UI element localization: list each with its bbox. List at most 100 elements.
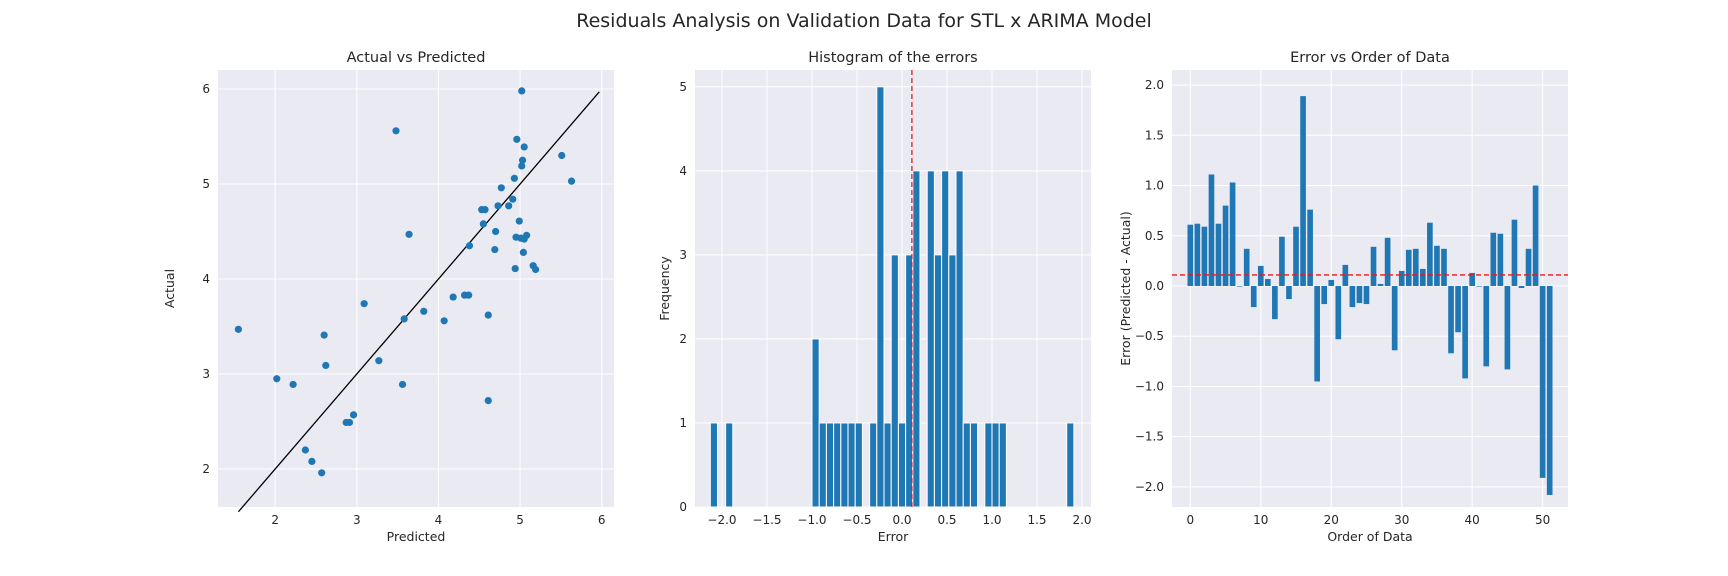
histogram-bar <box>869 422 878 508</box>
error-bar <box>1518 285 1525 288</box>
tick-labels: −2.0 −1.5 −1.0 −0.5 0.0 0.5 1.0 1.5 2.0 0 1 2 3 4 5 <box>679 80 1091 527</box>
y-tick-label: −0.5 <box>1135 329 1164 343</box>
histogram-bar <box>998 422 1007 508</box>
x-tick-label: 20 <box>1324 513 1339 527</box>
y-tick-label: 2 <box>202 462 210 476</box>
scatter-point <box>375 357 383 365</box>
y-tick-label: 4 <box>202 272 210 286</box>
error-bar <box>1539 285 1546 478</box>
scatter-point <box>400 315 408 323</box>
error-bar <box>1427 222 1433 286</box>
histogram-bar <box>725 422 734 508</box>
error-bar <box>1469 272 1475 286</box>
error-bar <box>1286 285 1292 300</box>
y-tick-label: 5 <box>679 80 687 94</box>
error-bar <box>1504 285 1511 370</box>
tick-labels: 0 10 20 30 40 50 −2.0 −1.5 −1.0 −0.5 0.0 0.5 1.0 1.5 2… <box>1135 78 1550 527</box>
x-tick-label: 50 <box>1535 513 1550 527</box>
error-bar <box>1257 265 1264 286</box>
x-axis-label: Predicted <box>387 529 446 544</box>
scatter-point <box>289 380 297 389</box>
error-bar <box>1398 270 1405 286</box>
scatter-point <box>513 135 521 143</box>
scatter-point <box>510 174 518 182</box>
histogram-bars <box>709 70 1075 508</box>
scatter-point <box>398 380 407 389</box>
y-axis-label: Frequency <box>657 256 672 321</box>
figure-suptitle: Residuals Analysis on Validation Data fo… <box>576 10 1152 32</box>
error-bar <box>1363 285 1370 305</box>
scatter-point <box>349 411 358 419</box>
histogram-bar <box>969 422 979 508</box>
scatter-point <box>520 143 528 151</box>
error-bar <box>1335 285 1342 340</box>
error-bar <box>1476 285 1483 287</box>
scatter-points <box>234 87 600 513</box>
x-tick-label: 40 <box>1465 513 1480 527</box>
error-bar <box>1391 285 1398 351</box>
y-tick-label: 3 <box>202 367 210 381</box>
error-bar <box>1194 223 1201 286</box>
histogram-bar <box>955 170 964 508</box>
error-bar <box>1441 248 1447 286</box>
x-tick-label: 6 <box>598 513 606 527</box>
error-bar <box>1384 237 1391 286</box>
x-tick-label: 2 <box>271 513 279 527</box>
panel-title: Actual vs Predicted <box>347 50 486 66</box>
scatter-point <box>523 231 531 239</box>
histogram-bar <box>883 422 892 508</box>
scatter-point <box>558 151 566 160</box>
y-tick-label: 6 <box>202 82 210 96</box>
scatter-point <box>440 317 448 325</box>
y-axis-label: Actual <box>162 269 177 308</box>
scatter-point <box>322 361 330 370</box>
y-tick-label: 0.0 <box>1145 279 1164 293</box>
y-tick-label: 5 <box>202 177 210 191</box>
x-tick-label: 2.0 <box>1072 513 1091 527</box>
histogram-bar <box>833 422 842 508</box>
x-tick-label: 30 <box>1394 513 1409 527</box>
scatter-point <box>318 469 326 477</box>
error-bar <box>1370 246 1377 286</box>
error-bar <box>1546 285 1553 495</box>
scatter-point <box>567 177 576 185</box>
x-tick-label: 1.5 <box>1027 513 1046 527</box>
error-bar <box>1229 182 1236 286</box>
histogram-bar <box>818 422 827 508</box>
scatter-point <box>465 291 473 299</box>
x-tick-label: −2.0 <box>707 513 736 527</box>
y-tick-label: 1 <box>679 416 687 430</box>
scatter-point <box>405 230 413 238</box>
histogram-bar <box>933 254 943 508</box>
y-tick-label: 2.0 <box>1145 78 1164 92</box>
y-tick-label: 2 <box>679 332 687 346</box>
x-tick-label: 0.5 <box>937 513 956 527</box>
x-tick-label: −0.5 <box>842 513 871 527</box>
y-axis-label: Error (Predicted - Actual) <box>1118 211 1133 366</box>
error-bar <box>1222 205 1229 286</box>
error-bars <box>1172 96 1568 495</box>
histogram-panel: −2.0 −1.5 −1.0 −0.5 0.0 0.5 1.0 1.5 2.0 0 1 2 3 4 5 Hi… <box>657 50 1092 544</box>
y-tick-label: 4 <box>679 164 687 178</box>
error-bar <box>1511 219 1518 286</box>
scatter-point <box>301 446 309 454</box>
actual-vs-predicted-panel: 2 3 4 5 6 2 3 4 5 6 Actual vs Predicted Predicted… <box>162 50 614 544</box>
error-bar <box>1215 223 1222 286</box>
scatter-point <box>465 242 474 250</box>
x-tick-label: −1.5 <box>752 513 781 527</box>
error-bar <box>1201 226 1208 286</box>
error-bar <box>1349 285 1356 308</box>
error-bar <box>1293 226 1299 286</box>
y-tick-label: 3 <box>679 248 687 262</box>
panel-title: Error vs Order of Data <box>1290 50 1450 66</box>
error-bar <box>1265 278 1271 286</box>
error-bar <box>1208 174 1215 286</box>
error-bar <box>1525 248 1532 286</box>
error-bar <box>1187 224 1194 286</box>
error-bar <box>1434 245 1440 286</box>
x-tick-label: 4 <box>435 513 443 527</box>
scatter-point <box>481 206 489 214</box>
y-tick-label: −1.0 <box>1135 379 1164 393</box>
plot-area <box>218 70 614 507</box>
error-bar <box>1321 285 1328 305</box>
